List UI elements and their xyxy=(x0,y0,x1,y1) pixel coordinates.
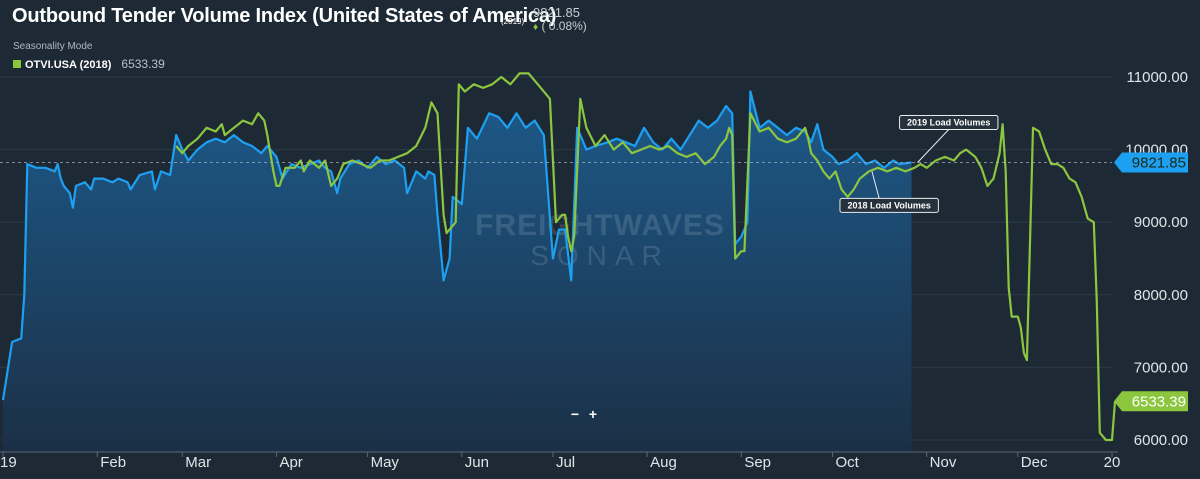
annotation-box xyxy=(899,115,999,131)
seasonality-mode-label: Seasonality Mode xyxy=(13,41,93,52)
x-tick-label: Sep xyxy=(744,454,771,471)
annotation-label: 2018 Load Volumes xyxy=(847,200,930,210)
title-year: (2019) xyxy=(501,17,525,26)
x-tick-label: Mar xyxy=(185,454,211,471)
value-flag-label: 6533.39 xyxy=(1132,393,1186,410)
x-tick-label: May xyxy=(371,454,400,471)
y-tick-label: 6000.00 xyxy=(1134,432,1188,449)
zoom-controls: − + xyxy=(566,406,602,422)
zoom-out-button[interactable]: − xyxy=(570,406,580,422)
value-flag-2018 xyxy=(1114,391,1188,412)
x-tick-label: 19 xyxy=(0,454,17,471)
annotation-leader xyxy=(917,129,950,163)
value-flag-label: 9821.85 xyxy=(1132,155,1186,172)
x-tick-label: Jul xyxy=(556,454,575,471)
value-flags: 9821.85 6533.39 xyxy=(1114,152,1188,412)
x-tick-label: Aug xyxy=(650,454,677,471)
series-2019-line xyxy=(1,90,912,401)
chart-title: Outbound Tender Volume Index (United Sta… xyxy=(12,5,557,27)
y-tick-label: 9000.00 xyxy=(1134,214,1188,231)
x-tick-label: 20 xyxy=(1104,454,1121,471)
legend-value: 6533.39 xyxy=(121,57,165,71)
y-tick-label: 7000.00 xyxy=(1134,359,1188,376)
x-tick-label: Nov xyxy=(930,454,957,471)
x-tick-label: Dec xyxy=(1021,454,1048,471)
x-tick-label: Oct xyxy=(835,454,859,471)
change-text: ( 0.08%) xyxy=(541,19,587,33)
legend-label: OTVI.USA (2018) xyxy=(25,59,112,71)
axes: 6000.007000.008000.009000.0010000.001100… xyxy=(0,69,1188,471)
series-2019-area xyxy=(3,91,912,452)
x-tick-label: Apr xyxy=(279,454,302,471)
annotations: 2019 Load Volumes 2018 Load Volumes xyxy=(839,115,999,213)
annotation-leader xyxy=(871,171,880,199)
y-tick-label: 8000.00 xyxy=(1134,287,1188,304)
annotation-label: 2019 Load Volumes xyxy=(907,118,990,128)
zoom-in-button[interactable]: + xyxy=(588,406,598,422)
legend-item-2018[interactable]: OTVI.USA (2018) 6533.39 xyxy=(13,57,165,71)
watermark-line1: FREIGHTWAVES xyxy=(475,209,725,242)
series-2019-fill xyxy=(3,91,912,452)
series-2018-line xyxy=(175,72,1117,442)
change-arrow-icon: ♦ xyxy=(533,22,539,33)
value-flag-2019 xyxy=(1114,152,1188,173)
series-lines xyxy=(1,72,1117,442)
x-tick-label: Feb xyxy=(100,454,126,471)
latest-change: ♦ ( 0.08%) xyxy=(533,19,587,33)
latest-value: 9821.85 xyxy=(533,5,580,20)
x-tick-label: Jun xyxy=(465,454,489,471)
annotation-box xyxy=(839,197,939,213)
y-tick-label: 11000.00 xyxy=(1127,69,1188,86)
legend-swatch xyxy=(13,60,21,68)
